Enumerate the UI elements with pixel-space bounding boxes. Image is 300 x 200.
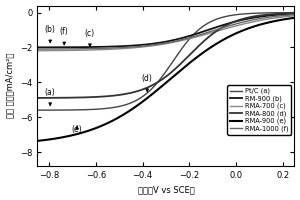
Text: (c): (c) — [85, 29, 95, 47]
Text: (a): (a) — [45, 88, 56, 106]
Text: (f): (f) — [60, 27, 69, 45]
Text: (d): (d) — [142, 74, 153, 92]
Legend: Pt/C (a), RM-900 (b), RMA-700 (c), RMA-800 (d), RMA-900 (e), RMA-1000 (f): Pt/C (a), RM-900 (b), RMA-700 (c), RMA-8… — [227, 85, 291, 135]
Text: (b): (b) — [45, 25, 56, 43]
Text: (e): (e) — [72, 125, 83, 134]
Y-axis label: 电流 密度（mA/cm²）: 电流 密度（mA/cm²） — [6, 53, 15, 118]
X-axis label: 电势（V vs SCE）: 电势（V vs SCE） — [137, 185, 194, 194]
